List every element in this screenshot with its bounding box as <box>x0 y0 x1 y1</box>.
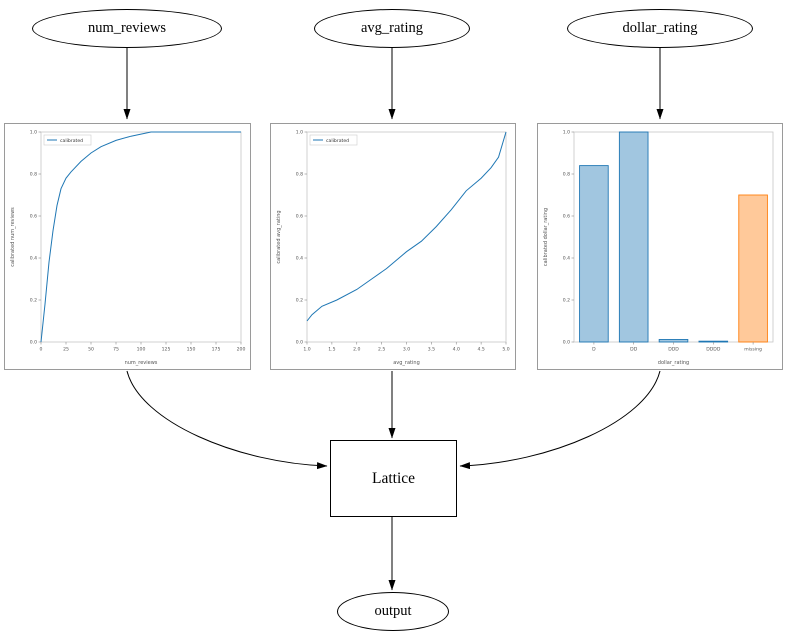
svg-text:0.2: 0.2 <box>296 298 303 304</box>
svg-text:0.4: 0.4 <box>563 256 570 262</box>
svg-text:0.8: 0.8 <box>563 172 570 178</box>
node-lattice: Lattice <box>330 440 457 517</box>
calibration-plot-dollar-rating: 0.0 0.2 0.4 0.6 0.8 1.0 D DD DDD DDDD missing dolla… <box>537 123 783 370</box>
svg-text:0.8: 0.8 <box>30 172 37 178</box>
svg-text:0.2: 0.2 <box>30 298 37 304</box>
svg-text:DDD: DDD <box>668 347 679 353</box>
svg-text:0.2: 0.2 <box>563 298 570 304</box>
svg-text:5.0: 5.0 <box>502 347 509 353</box>
svg-text:50: 50 <box>88 347 94 353</box>
node-avg-rating: avg_rating <box>314 9 470 48</box>
svg-text:0.0: 0.0 <box>296 340 303 346</box>
dollar-rating-calibration-chart: 0.00.20.40.60.81.0D DD DDD DDDD missingdolla… <box>543 130 774 366</box>
svg-text:D: D <box>592 347 596 353</box>
svg-text:175: 175 <box>212 347 221 353</box>
svg-text:DD: DD <box>630 347 638 353</box>
svg-text:num_reviews: num_reviews <box>125 360 158 366</box>
svg-text:1.5: 1.5 <box>328 347 335 353</box>
svg-text:0.8: 0.8 <box>296 172 303 178</box>
svg-text:calibrated avg_rating: calibrated avg_rating <box>276 210 282 263</box>
svg-text:2.0: 2.0 <box>353 347 360 353</box>
svg-text:calibrated: calibrated <box>326 138 349 144</box>
svg-text:150: 150 <box>187 347 196 353</box>
svg-text:0.6: 0.6 <box>563 214 570 220</box>
node-num-reviews: num_reviews <box>32 9 222 48</box>
calibration-plot-num-reviews: 0.0 0.2 0.4 0.6 0.8 1.0 0 25 50 75 100 125 150 175 200… <box>4 123 251 370</box>
svg-text:0.6: 0.6 <box>296 214 303 220</box>
svg-text:25: 25 <box>63 347 69 353</box>
svg-text:missing: missing <box>744 347 762 353</box>
svg-text:3.0: 3.0 <box>403 347 410 353</box>
svg-text:0.0: 0.0 <box>563 340 570 346</box>
svg-text:0.4: 0.4 <box>30 256 37 262</box>
svg-text:125: 125 <box>162 347 171 353</box>
svg-text:200: 200 <box>237 347 246 353</box>
svg-text:calibrated dollar_rating: calibrated dollar_rating <box>543 208 549 266</box>
node-dollar-rating-label: dollar_rating <box>622 20 698 36</box>
svg-text:2.5: 2.5 <box>378 347 385 353</box>
avg-rating-calibration-chart: 0.0 0.2 0.4 0.6 0.8 1.0 1.0 1.5 2.0 2.5 3.0 3.5 4.0 4… <box>276 130 510 366</box>
node-output: output <box>337 592 449 631</box>
svg-text:0.0: 0.0 <box>30 340 37 346</box>
svg-text:calibrated: calibrated <box>60 138 83 144</box>
svg-text:avg_rating: avg_rating <box>393 360 420 366</box>
svg-text:100: 100 <box>137 347 146 353</box>
node-num-reviews-label: num_reviews <box>87 20 167 36</box>
svg-text:1.0: 1.0 <box>563 130 570 136</box>
svg-text:4.5: 4.5 <box>477 347 484 353</box>
edge-plot1-to-lattice <box>126 370 328 470</box>
svg-text:0: 0 <box>40 347 43 353</box>
node-lattice-label: Lattice <box>371 469 416 487</box>
svg-text:0.6: 0.6 <box>30 214 37 220</box>
svg-text:calibrated num_reviews: calibrated num_reviews <box>10 207 16 267</box>
node-dollar-rating: dollar_rating <box>567 9 753 48</box>
num-reviews-calibration-chart: 0.0 0.2 0.4 0.6 0.8 1.0 0 25 50 75 100 125 150 175 200… <box>10 130 246 366</box>
edge-plot3-to-lattice <box>459 370 661 470</box>
svg-text:dollar_rating: dollar_rating <box>658 360 689 366</box>
node-avg-rating-label: avg_rating <box>360 20 423 36</box>
svg-text:0.4: 0.4 <box>296 256 303 262</box>
svg-text:1.0: 1.0 <box>30 130 37 136</box>
calibration-plot-avg-rating: 0.0 0.2 0.4 0.6 0.8 1.0 1.0 1.5 2.0 2.5 3.0 3.5 4.0 4… <box>270 123 516 370</box>
svg-text:3.5: 3.5 <box>428 347 435 353</box>
svg-text:75: 75 <box>113 347 119 353</box>
svg-text:4.0: 4.0 <box>453 347 460 353</box>
svg-text:DDDD: DDDD <box>706 347 721 353</box>
node-output-label: output <box>374 603 412 619</box>
svg-text:1.0: 1.0 <box>303 347 310 353</box>
svg-text:1.0: 1.0 <box>296 130 303 136</box>
